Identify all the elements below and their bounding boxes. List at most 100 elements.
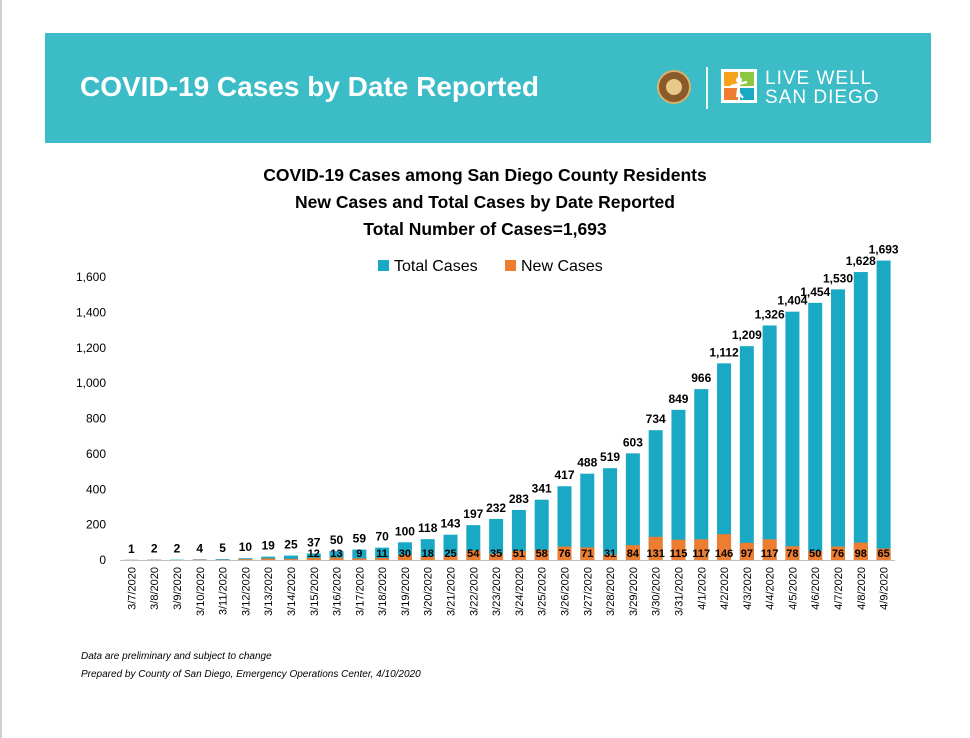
y-tick-label: 1,600 [76, 270, 106, 284]
total-cases-bar [717, 363, 732, 560]
x-tick-label: 3/7/2020 [126, 567, 138, 610]
x-tick-label: 3/25/2020 [537, 567, 549, 616]
new-cases-label: 65 [877, 548, 889, 560]
x-tick-label: 3/11/2020 [218, 567, 230, 615]
new-cases-bar [511, 550, 526, 560]
x-tick-label: 3/8/2020 [149, 567, 161, 610]
x-tick-label: 3/9/2020 [172, 567, 184, 610]
y-tick-label: 1,400 [76, 305, 106, 319]
total-cases-label: 1,530 [823, 271, 853, 285]
x-tick-label: 3/28/2020 [605, 567, 617, 616]
total-cases-label: 100 [395, 524, 415, 538]
y-tick-label: 1,200 [76, 341, 106, 355]
logo-divider [706, 67, 708, 109]
legend-swatch-total-cases [378, 260, 389, 271]
new-cases-bar [671, 539, 686, 560]
total-cases-bar [443, 534, 458, 560]
total-cases-label: 519 [600, 450, 620, 464]
new-cases-label: 50 [809, 548, 821, 560]
y-tick-label: 800 [86, 412, 106, 426]
x-tick-label: 3/26/2020 [559, 567, 571, 616]
new-cases-bar [831, 546, 846, 560]
total-cases-label: 118 [418, 521, 438, 535]
total-cases-label: 966 [691, 371, 711, 385]
chart-title-line2: New Cases and Total Cases by Date Report… [295, 192, 675, 212]
total-cases-bar [808, 302, 823, 560]
new-cases-bar [238, 559, 253, 560]
new-cases-bar [306, 557, 321, 560]
new-cases-label: 131 [646, 548, 664, 560]
total-cases-bar [215, 559, 230, 560]
x-tick-label: 4/8/2020 [856, 567, 868, 610]
total-cases-bar [283, 555, 298, 560]
new-cases-bar [261, 558, 276, 560]
new-cases-label: 11 [376, 548, 388, 560]
x-tick-label: 3/17/2020 [354, 567, 366, 616]
county-seal-icon [657, 70, 691, 104]
chart-title-line3: Total Number of Cases=1,693 [363, 219, 607, 239]
new-cases-bar [785, 546, 800, 560]
new-cases-bar [489, 553, 504, 560]
new-cases-label: 18 [422, 548, 434, 560]
total-cases-label: 19 [261, 539, 275, 553]
x-tick-label: 3/27/2020 [582, 567, 594, 616]
total-cases-label: 2 [174, 542, 181, 556]
new-cases-bar [808, 551, 823, 560]
total-cases-label: 25 [284, 538, 298, 552]
new-cases-label: 31 [604, 548, 616, 560]
x-tick-label: 3/31/2020 [673, 567, 685, 616]
new-cases-bar [717, 534, 732, 560]
x-tick-label: 4/2/2020 [719, 567, 731, 610]
new-cases-label: 25 [444, 548, 456, 560]
new-cases-label: 9 [356, 548, 362, 560]
new-cases-bar [397, 554, 412, 560]
new-cases-bar [762, 539, 777, 560]
total-cases-bar [785, 311, 800, 560]
x-tick-label: 3/12/2020 [240, 567, 252, 616]
total-cases-bar [831, 289, 846, 560]
total-cases-bar [306, 553, 321, 560]
x-tick-label: 3/29/2020 [628, 567, 640, 616]
x-tick-label: 4/1/2020 [696, 567, 708, 610]
x-tick-label: 3/24/2020 [514, 567, 526, 616]
total-cases-label: 37 [307, 535, 321, 549]
header-banner: COVID-19 Cases by Date Reported LIVE WEL… [45, 33, 931, 143]
y-tick-label: 0 [99, 553, 106, 567]
new-cases-bar [580, 547, 595, 560]
new-cases-label: 12 [308, 548, 320, 560]
x-tick-label: 4/5/2020 [787, 567, 799, 610]
total-cases-bar [557, 486, 572, 560]
new-cases-label: 97 [741, 548, 753, 560]
new-cases-bar [739, 542, 754, 560]
total-cases-bar [625, 453, 640, 560]
total-cases-label: 341 [532, 482, 552, 496]
legend-swatch-new-cases [505, 260, 516, 271]
total-cases-label: 417 [554, 468, 574, 482]
total-cases-label: 1 [128, 542, 135, 556]
logo-text: LIVE WELL SAN DIEGO [765, 69, 880, 107]
total-cases-label: 70 [375, 530, 389, 544]
new-cases-label: 117 [761, 548, 779, 560]
new-cases-label: 13 [330, 548, 342, 560]
total-cases-label: 1,404 [777, 294, 807, 308]
total-cases-bar [511, 509, 526, 560]
total-cases-bar [853, 272, 868, 560]
new-cases-bar [443, 555, 458, 560]
total-cases-label: 5 [219, 541, 226, 555]
new-cases-bar [625, 545, 640, 560]
total-cases-label: 1,112 [709, 345, 739, 359]
x-tick-label: 3/23/2020 [491, 567, 503, 616]
total-cases-label: 59 [353, 532, 367, 546]
x-tick-label: 3/22/2020 [468, 567, 480, 616]
x-tick-label: 3/14/2020 [286, 567, 298, 616]
total-cases-label: 232 [486, 501, 506, 515]
live-well-logo-icon [721, 69, 757, 103]
total-cases-bar [489, 518, 504, 560]
new-cases-label: 51 [513, 548, 525, 560]
new-cases-label: 30 [399, 548, 411, 560]
x-tick-label: 4/4/2020 [765, 567, 777, 610]
x-tick-label: 3/18/2020 [377, 567, 389, 616]
legend-label-new-cases: New Cases [521, 258, 603, 275]
new-cases-label: 71 [581, 548, 593, 560]
chart-title-line1: COVID-19 Cases among San Diego County Re… [263, 165, 707, 185]
